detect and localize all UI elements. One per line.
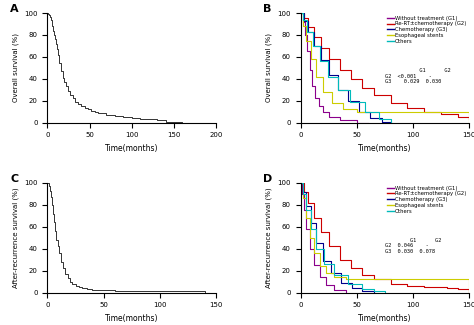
Y-axis label: After-recurrence survival (%): After-recurrence survival (%) — [12, 188, 18, 288]
Y-axis label: After-recurrence survival (%): After-recurrence survival (%) — [265, 188, 272, 288]
Text: C: C — [10, 174, 18, 184]
Y-axis label: Overall survival (%): Overall survival (%) — [265, 33, 272, 102]
X-axis label: Time(months): Time(months) — [358, 144, 411, 153]
X-axis label: Time(months): Time(months) — [358, 314, 411, 323]
Y-axis label: Overall survival (%): Overall survival (%) — [12, 33, 18, 102]
Text: D: D — [264, 174, 273, 184]
Legend: Without treatment (G1), Re-RT±chemotherapy (G2), Chemotherapy (G3), Esophageal s: Without treatment (G1), Re-RT±chemothera… — [387, 16, 466, 44]
X-axis label: Time(months): Time(months) — [105, 314, 158, 323]
X-axis label: Time(months): Time(months) — [105, 144, 158, 153]
Text: B: B — [264, 4, 272, 14]
Text: G1      G2
G2  <0.001    -
G3    0.029  0.030: G1 G2 G2 <0.001 - G3 0.029 0.030 — [385, 68, 450, 84]
Legend: Without treatment (G1), Re-RT±chemotherapy (G2), Chemotherapy (G3), Esophageal s: Without treatment (G1), Re-RT±chemothera… — [387, 186, 466, 214]
Text: G1      G2
G2  0.046    -
G3  0.030  0.078: G1 G2 G2 0.046 - G3 0.030 0.078 — [385, 238, 441, 254]
Text: A: A — [10, 4, 19, 14]
